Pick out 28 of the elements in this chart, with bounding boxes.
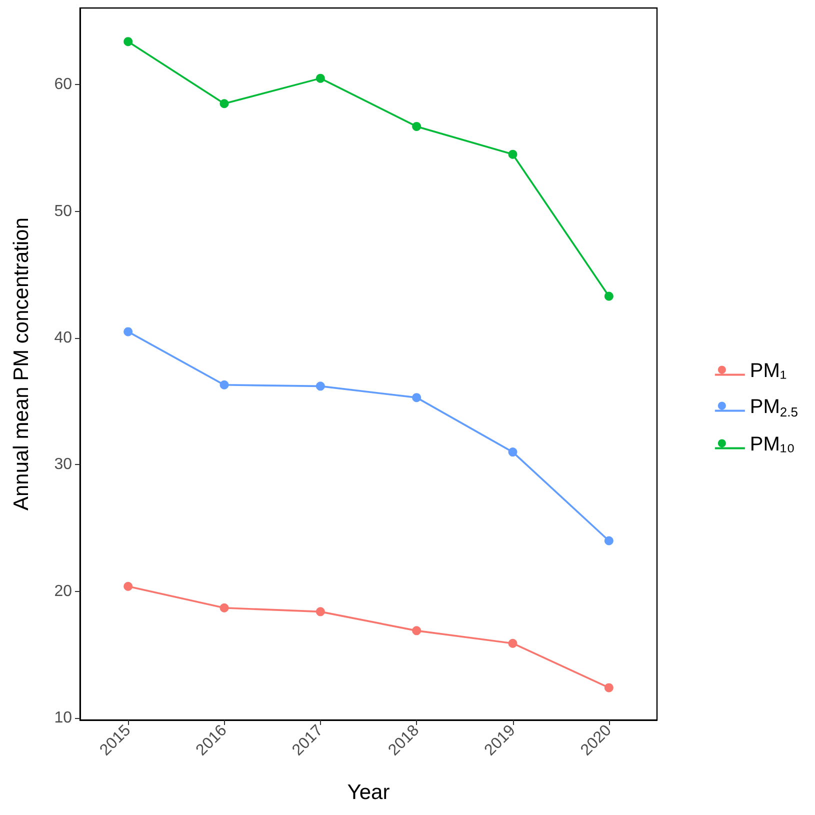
point [316,607,325,616]
y-tick-label: 20 [54,582,72,600]
point [124,582,133,591]
point [412,626,422,636]
legend-label: PM₁ [750,360,787,382]
point [220,603,229,612]
y-axis-title: Annual mean PM concentration [10,217,33,511]
point [508,150,518,159]
point [124,37,133,46]
point [604,536,614,546]
point [508,638,518,648]
point [412,393,422,402]
y-tick-label: 30 [54,456,72,474]
point [316,74,325,83]
y-tick-label: 50 [54,202,72,220]
point [604,292,614,301]
y-tick-label: 60 [54,76,72,94]
point [412,122,422,131]
point [220,99,229,108]
y-tick-label: 40 [54,330,72,347]
legend-label: PM₁₀ [750,433,795,456]
point [220,380,229,390]
point [316,382,325,391]
point [508,448,518,457]
x-axis-title: Year [347,781,390,804]
y-tick-label: 10 [54,710,72,727]
point [604,683,614,692]
point [124,327,133,336]
